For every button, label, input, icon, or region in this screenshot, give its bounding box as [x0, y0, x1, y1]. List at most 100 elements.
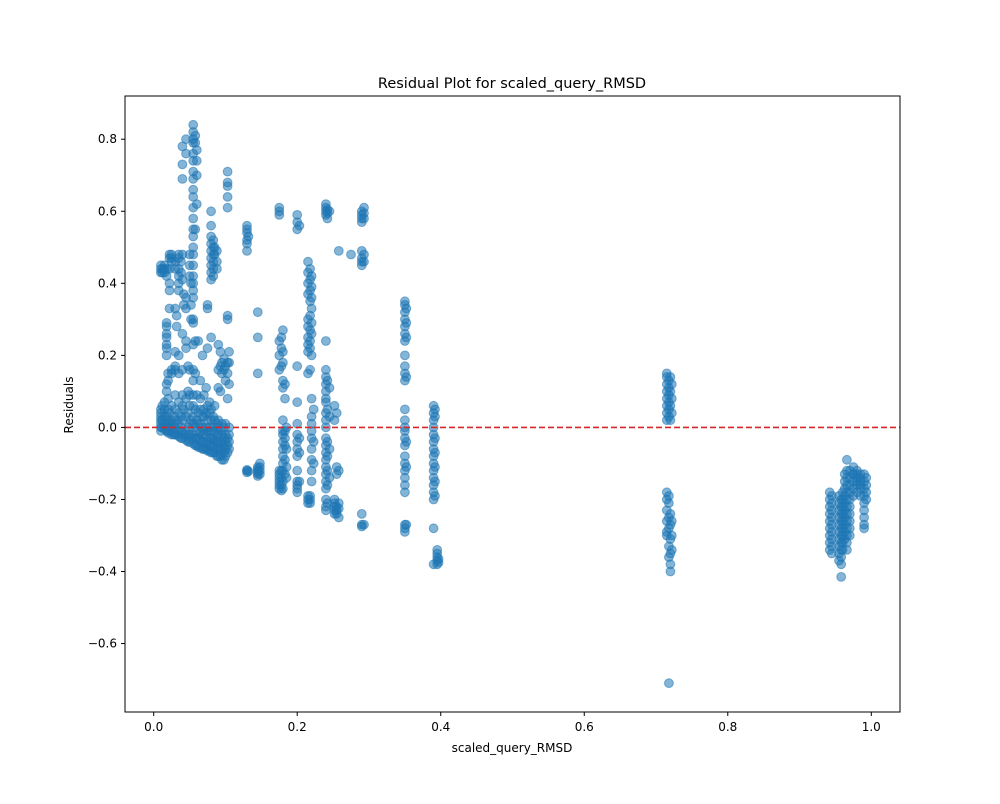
data-point: [278, 357, 288, 368]
data-point: [666, 408, 677, 418]
data-point: [280, 393, 290, 404]
data-point: [308, 404, 319, 415]
data-point: [306, 350, 317, 361]
data-point: [281, 472, 292, 483]
data-point: [306, 303, 317, 314]
data-point: [278, 325, 288, 336]
data-point: [190, 368, 201, 379]
y-tick-label: 0.2: [98, 348, 117, 362]
data-point: [252, 307, 263, 318]
data-point: [306, 328, 317, 339]
data-point: [400, 415, 410, 426]
axes-frame: [124, 95, 901, 713]
data-point: [188, 213, 199, 224]
data-point: [193, 336, 204, 346]
data-point: [243, 466, 254, 477]
data-point: [666, 545, 677, 555]
data-point: [306, 318, 317, 328]
data-point: [212, 256, 222, 267]
y-axis-label: Residuals: [62, 377, 76, 434]
data-point: [359, 519, 369, 530]
data-point: [222, 202, 233, 213]
data-point: [292, 361, 303, 372]
data-point: [242, 220, 252, 231]
data-point: [308, 458, 319, 469]
data-point: [306, 292, 317, 303]
data-point: [665, 566, 676, 577]
y-tick-label: 0.6: [98, 204, 117, 218]
data-point: [842, 454, 852, 465]
data-point: [190, 224, 201, 235]
data-point: [666, 393, 677, 404]
data-point: [294, 447, 305, 458]
data-point: [356, 509, 367, 519]
data-point: [161, 318, 172, 328]
data-point: [400, 487, 410, 498]
data-point: [401, 303, 412, 314]
data-point: [222, 166, 233, 177]
x-tick-label: 0.4: [431, 720, 450, 734]
data-point: [400, 350, 410, 361]
data-point: [280, 379, 290, 390]
data-point: [191, 155, 202, 166]
y-tick-label: 0.8: [98, 132, 117, 146]
data-point: [836, 559, 847, 570]
data-point: [255, 458, 265, 469]
data-point: [243, 231, 254, 242]
data-point: [191, 199, 202, 210]
data-point: [859, 523, 869, 534]
data-point: [201, 382, 212, 393]
data-point: [294, 476, 305, 487]
x-tick-label: 0.0: [144, 720, 163, 734]
data-point: [206, 220, 217, 231]
data-point: [222, 310, 233, 321]
x-tick-label: 1.0: [862, 720, 881, 734]
data-point: [321, 336, 331, 346]
data-point: [305, 498, 316, 509]
x-tick-label: 0.6: [575, 720, 594, 734]
data-point: [430, 462, 440, 472]
data-point: [430, 491, 440, 501]
data-point: [324, 444, 335, 454]
data-point: [191, 170, 202, 181]
data-point: [177, 159, 188, 170]
data-point: [252, 332, 263, 343]
data-point: [401, 462, 412, 472]
data-point: [222, 368, 233, 379]
data-point: [188, 184, 199, 195]
data-point: [202, 303, 213, 314]
data-point: [292, 465, 303, 476]
data-point: [209, 400, 220, 411]
data-point: [224, 346, 235, 357]
data-point: [333, 246, 344, 256]
data-point: [188, 242, 199, 253]
data-point: [202, 343, 213, 354]
data-point: [401, 372, 412, 382]
data-point: [171, 321, 182, 332]
data-point: [222, 393, 233, 404]
data-point: [278, 346, 288, 357]
data-point: [842, 545, 852, 555]
data-point: [324, 206, 335, 217]
chart-title: Residual Plot for scaled_query_RMSD: [378, 76, 646, 92]
data-point: [188, 271, 199, 282]
data-point: [215, 386, 226, 397]
data-point: [177, 174, 188, 184]
data-point: [306, 393, 317, 404]
data-point: [306, 271, 317, 282]
data-point: [274, 202, 285, 213]
data-point: [197, 350, 208, 361]
data-point: [195, 375, 206, 386]
data-point: [206, 206, 217, 217]
data-point: [255, 469, 265, 480]
data-point: [188, 314, 199, 325]
data-point: [308, 436, 319, 447]
data-point: [222, 177, 233, 188]
data-point: [333, 512, 344, 523]
x-axis-label: scaled_query_RMSD: [452, 741, 573, 755]
data-point: [212, 246, 222, 256]
data-point: [666, 530, 677, 541]
data-point: [278, 483, 288, 494]
